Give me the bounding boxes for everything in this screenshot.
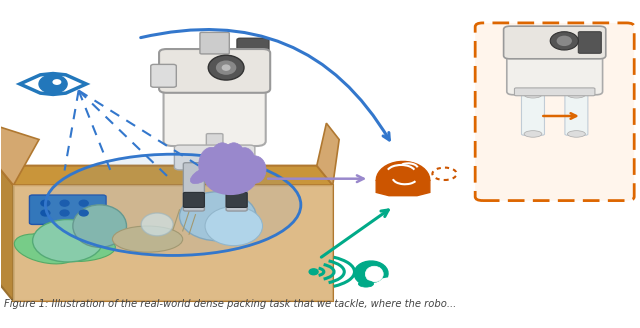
Ellipse shape bbox=[309, 269, 318, 275]
FancyBboxPatch shape bbox=[226, 163, 247, 211]
Ellipse shape bbox=[52, 79, 61, 85]
Polygon shape bbox=[376, 161, 430, 196]
Polygon shape bbox=[1, 1, 639, 301]
FancyBboxPatch shape bbox=[183, 193, 204, 207]
Polygon shape bbox=[13, 185, 333, 301]
Ellipse shape bbox=[113, 226, 182, 252]
Ellipse shape bbox=[79, 210, 88, 216]
Polygon shape bbox=[0, 166, 333, 185]
Ellipse shape bbox=[41, 210, 50, 216]
FancyBboxPatch shape bbox=[522, 90, 545, 135]
Ellipse shape bbox=[550, 32, 579, 50]
Ellipse shape bbox=[73, 205, 127, 247]
Ellipse shape bbox=[221, 143, 246, 182]
Ellipse shape bbox=[45, 154, 301, 256]
Ellipse shape bbox=[221, 64, 230, 71]
Ellipse shape bbox=[198, 147, 224, 183]
Ellipse shape bbox=[79, 200, 88, 206]
FancyBboxPatch shape bbox=[565, 90, 588, 135]
Ellipse shape bbox=[208, 55, 244, 80]
Text: Figure 1: Illustration of the real-world dense packing task that we tackle, wher: Figure 1: Illustration of the real-world… bbox=[4, 299, 456, 309]
FancyBboxPatch shape bbox=[174, 145, 255, 170]
Ellipse shape bbox=[41, 200, 50, 206]
Polygon shape bbox=[0, 123, 39, 185]
Ellipse shape bbox=[141, 213, 173, 236]
FancyBboxPatch shape bbox=[504, 26, 606, 59]
Ellipse shape bbox=[216, 60, 236, 75]
FancyBboxPatch shape bbox=[515, 88, 595, 96]
Polygon shape bbox=[317, 123, 339, 185]
FancyBboxPatch shape bbox=[200, 32, 229, 54]
Ellipse shape bbox=[244, 156, 266, 183]
FancyBboxPatch shape bbox=[237, 38, 269, 64]
Ellipse shape bbox=[179, 192, 256, 241]
Ellipse shape bbox=[234, 148, 256, 181]
FancyBboxPatch shape bbox=[579, 32, 602, 53]
Ellipse shape bbox=[190, 167, 213, 184]
Ellipse shape bbox=[358, 280, 374, 287]
FancyBboxPatch shape bbox=[226, 193, 247, 207]
FancyBboxPatch shape bbox=[507, 46, 603, 95]
Ellipse shape bbox=[60, 200, 69, 206]
Ellipse shape bbox=[568, 92, 586, 98]
FancyBboxPatch shape bbox=[206, 133, 223, 181]
Ellipse shape bbox=[524, 131, 542, 137]
Ellipse shape bbox=[60, 210, 69, 216]
Ellipse shape bbox=[45, 236, 115, 261]
FancyBboxPatch shape bbox=[183, 163, 204, 211]
Ellipse shape bbox=[14, 234, 77, 264]
Polygon shape bbox=[354, 261, 388, 286]
Ellipse shape bbox=[28, 231, 95, 257]
Polygon shape bbox=[13, 185, 333, 301]
Ellipse shape bbox=[205, 163, 256, 195]
FancyBboxPatch shape bbox=[159, 49, 270, 93]
FancyBboxPatch shape bbox=[151, 64, 176, 87]
FancyBboxPatch shape bbox=[164, 77, 266, 146]
Ellipse shape bbox=[209, 143, 235, 182]
Ellipse shape bbox=[33, 219, 103, 262]
Polygon shape bbox=[0, 166, 13, 301]
FancyBboxPatch shape bbox=[29, 195, 106, 224]
Ellipse shape bbox=[557, 36, 572, 46]
Ellipse shape bbox=[39, 75, 67, 93]
Ellipse shape bbox=[568, 131, 586, 137]
Ellipse shape bbox=[365, 266, 383, 282]
FancyBboxPatch shape bbox=[475, 23, 634, 201]
Ellipse shape bbox=[524, 92, 542, 98]
Ellipse shape bbox=[205, 206, 262, 246]
